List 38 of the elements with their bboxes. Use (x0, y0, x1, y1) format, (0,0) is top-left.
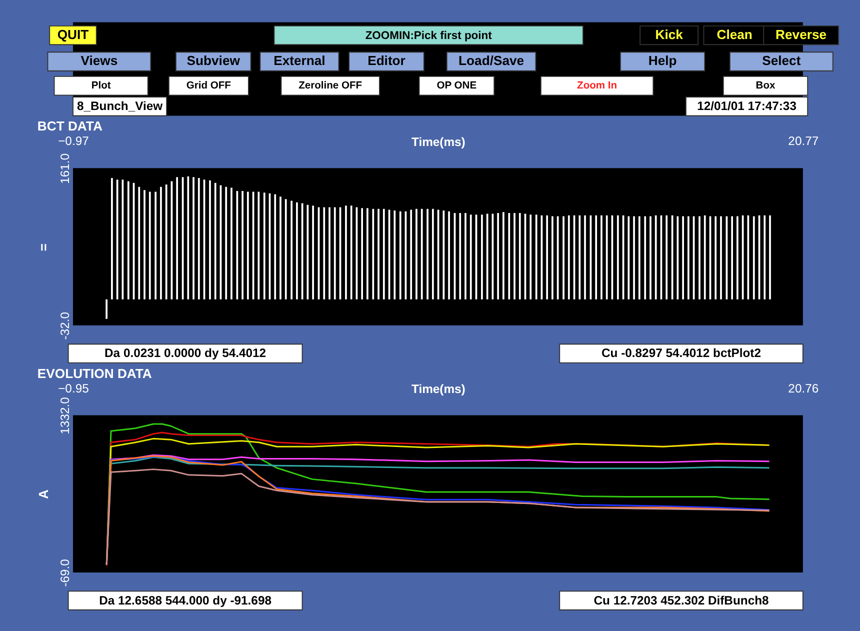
text: Cu 12.7203 452.302 DifBunch8 (594, 593, 769, 608)
y-tick-label: -69.0 (58, 558, 72, 587)
x-tick-label: 20.76 (788, 381, 819, 396)
x-axis-title: Time(ms) (412, 382, 466, 396)
text: QUIT (57, 27, 89, 42)
y-tick-label: 1332.0 (58, 396, 72, 434)
y-axis-title: = (36, 243, 52, 252)
text: Kick (655, 27, 684, 42)
text: Box (756, 80, 776, 92)
text: ZOOMIN:Pick first point (365, 30, 492, 42)
x-axis-title: Time(ms) (412, 135, 466, 150)
x-tick-label: −0.97 (58, 134, 90, 148)
text: Zeroline OFF (298, 80, 362, 92)
text: OP ONE (436, 80, 477, 92)
text: Help (648, 53, 677, 68)
text: Plot (91, 80, 112, 92)
y-tick-label: -32.0 (58, 312, 72, 340)
text: Zoom In (577, 80, 618, 92)
text: Reverse (776, 27, 827, 42)
text: Clean (716, 27, 752, 42)
text: Subview (186, 53, 241, 68)
text: Cu -0.8297 54.4012 bctPlot2 (602, 346, 762, 360)
x-tick-label: −0.95 (58, 381, 90, 396)
chart-title: BCT DATA (37, 118, 103, 134)
text: Load/Save (458, 53, 524, 68)
text: Da 12.6588 544.000 dy -91.698 (99, 593, 272, 608)
x-tick-label: 20.77 (788, 134, 819, 148)
y-axis-title: A (36, 489, 52, 500)
y-tick-label: 161.0 (58, 153, 72, 184)
text: External (274, 53, 326, 68)
text: Editor (368, 53, 406, 68)
text: Views (80, 53, 118, 68)
chart-title: EVOLUTION DATA (37, 366, 152, 381)
text: Da 0.0231 0.0000 dy 54.4012 (104, 346, 266, 360)
text: 12/01/01 17:47:33 (697, 99, 797, 114)
text: 8_Bunch_View (76, 99, 164, 114)
text: Grid OFF (186, 80, 231, 92)
text: Select (762, 53, 802, 68)
